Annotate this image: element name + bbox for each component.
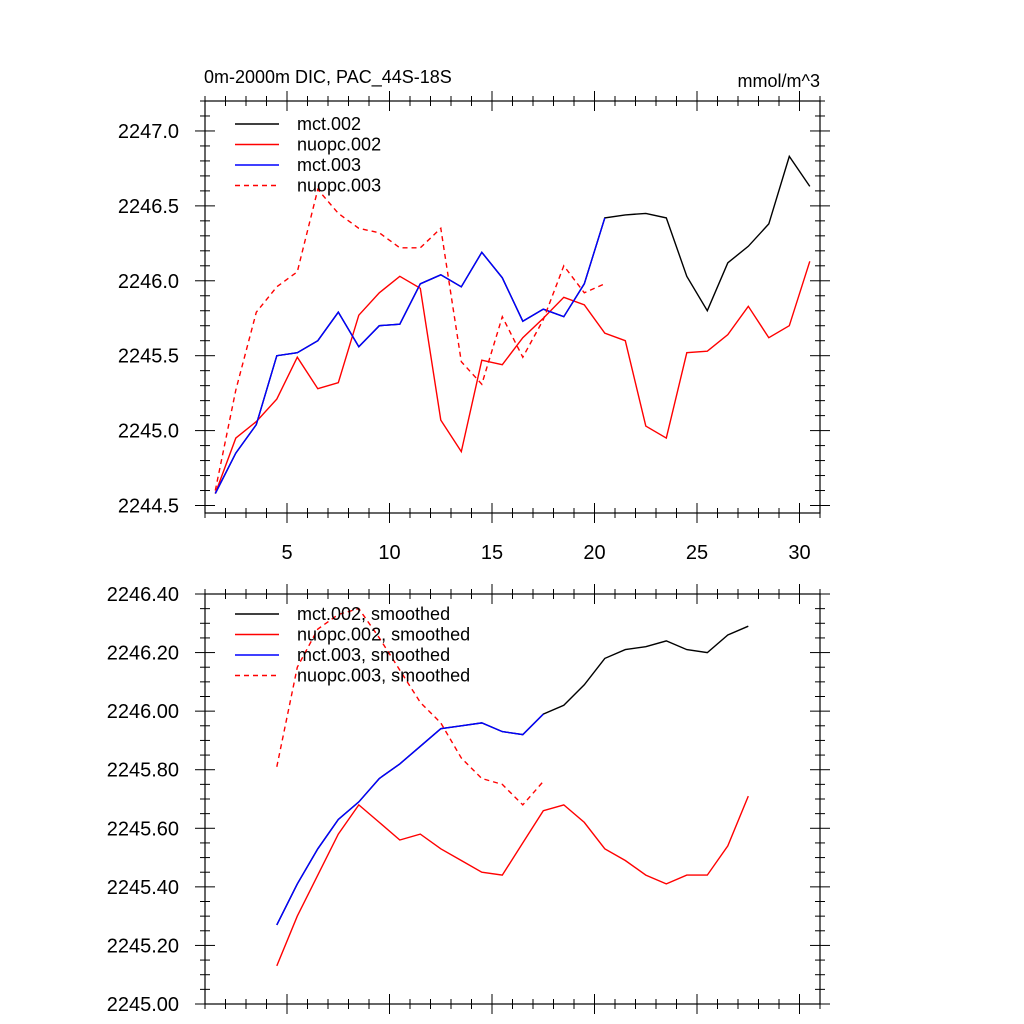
bottom-legend-label-1: nuopc.002, smoothed <box>297 625 470 645</box>
bottom-y-tick-label: 2245.40 <box>107 877 179 899</box>
bottom-series-line-2 <box>276 713 544 926</box>
bottom-legend-label-2: mct.003, smoothed <box>297 645 450 665</box>
bottom-y-tick-label: 2245.60 <box>107 818 179 840</box>
top-series-line-3 <box>214 187 606 491</box>
top-y-tick-label: 2247.0 <box>118 121 179 143</box>
top-legend-label-2: mct.003 <box>297 155 361 175</box>
top-x-tick-label: 20 <box>583 542 605 564</box>
top-y-tick-label: 2246.0 <box>118 271 179 293</box>
bottom-legend-label-0: mct.002, smoothed <box>297 604 450 624</box>
top-y-tick-label: 2245.5 <box>118 346 179 368</box>
top-series-line-1 <box>214 261 811 494</box>
top-series-line-0 <box>214 154 811 494</box>
top-panel-title: 0m-2000m DIC, PAC_44S-18S <box>204 67 452 88</box>
top-x-tick-label: 10 <box>378 542 400 564</box>
top-y-tick-label: 2246.5 <box>118 196 179 218</box>
bottom-y-tick-label: 2245.80 <box>107 760 179 782</box>
top-panel: 0m-2000m DIC, PAC_44S-18S mmol/m^3 2244.… <box>118 67 830 564</box>
top-legend-label-3: nuopc.003 <box>297 176 381 196</box>
top-axis-ticks <box>195 91 830 523</box>
bottom-legend-label-3: nuopc.003, smoothed <box>297 666 470 686</box>
top-legend-label-0: mct.002 <box>297 114 361 134</box>
top-x-tick-label: 30 <box>788 542 810 564</box>
top-x-tick-label: 15 <box>481 542 503 564</box>
bottom-y-tick-label: 2246.40 <box>107 584 179 606</box>
top-y-tick-label: 2244.5 <box>118 496 179 518</box>
bottom-series-line-1 <box>276 795 749 967</box>
bottom-axis-ticks <box>195 584 830 1014</box>
bottom-y-tick-label: 2245.20 <box>107 935 179 957</box>
top-series-line-2 <box>214 217 606 494</box>
bottom-y-tick-label: 2246.20 <box>107 643 179 665</box>
bottom-panel: 2245.00 2245.20 2245.40 2245.60 2245.80 2246.… <box>107 584 830 1016</box>
bottom-y-tick-label: 2245.00 <box>107 994 179 1016</box>
top-y-tick-label: 2245.0 <box>118 421 179 443</box>
top-legend-label-1: nuopc.002 <box>297 135 381 155</box>
bottom-y-tick-label: 2246.00 <box>107 701 179 723</box>
top-x-tick-label: 25 <box>686 542 708 564</box>
top-x-tick-label: 5 <box>281 542 292 564</box>
top-panel-units: mmol/m^3 <box>738 71 820 91</box>
